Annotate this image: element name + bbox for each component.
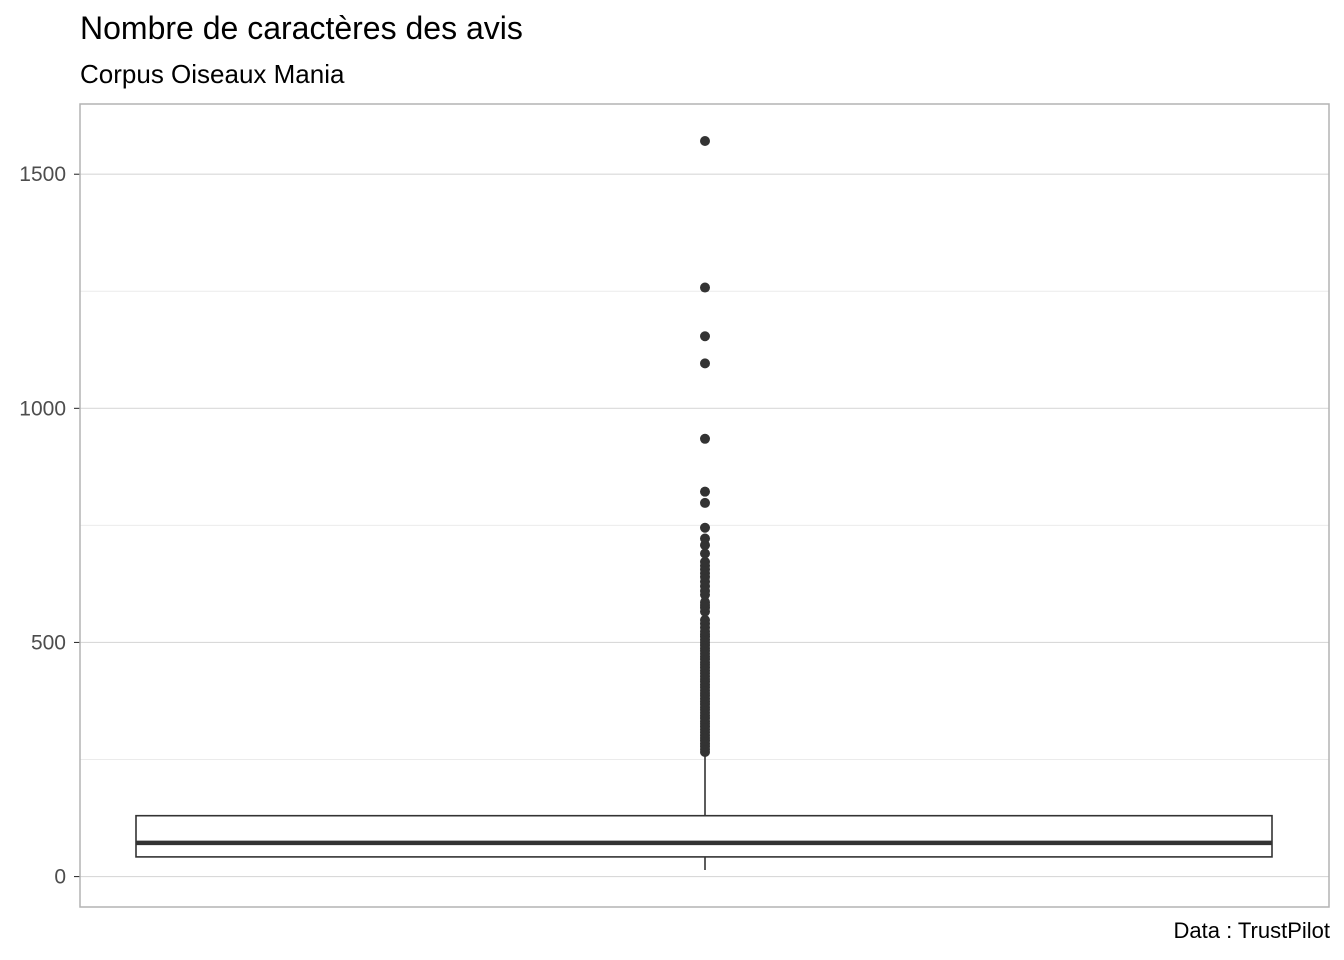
outlier-point <box>700 331 710 342</box>
panel-border <box>79 103 1330 908</box>
chart-title: Nombre de caractères des avis <box>80 10 523 46</box>
outlier-point <box>700 358 710 369</box>
y-tick-label: 0 <box>54 866 66 889</box>
outlier-point <box>700 486 710 497</box>
outlier-point <box>700 522 710 533</box>
iqr-box <box>135 814 1273 858</box>
outlier-points <box>700 135 710 758</box>
y-tick-label: 1000 <box>19 397 66 420</box>
chart-caption: Data : TrustPilot <box>1173 918 1330 943</box>
outlier-point <box>700 533 710 544</box>
outlier-point <box>700 497 710 508</box>
y-tick-label: 1500 <box>19 163 66 186</box>
outlier-point <box>700 282 710 293</box>
outlier-point <box>700 614 710 625</box>
outlier-point <box>700 548 710 559</box>
outlier-point <box>700 556 710 567</box>
outlier-point <box>700 135 710 146</box>
outlier-point <box>700 597 710 608</box>
outlier-point <box>700 433 710 444</box>
y-axis: 0 500 1000 1500 <box>19 163 80 889</box>
y-tick-label: 500 <box>31 631 66 654</box>
chart-subtitle: Corpus Oiseaux Mania <box>80 59 345 89</box>
boxplot <box>135 753 1273 871</box>
